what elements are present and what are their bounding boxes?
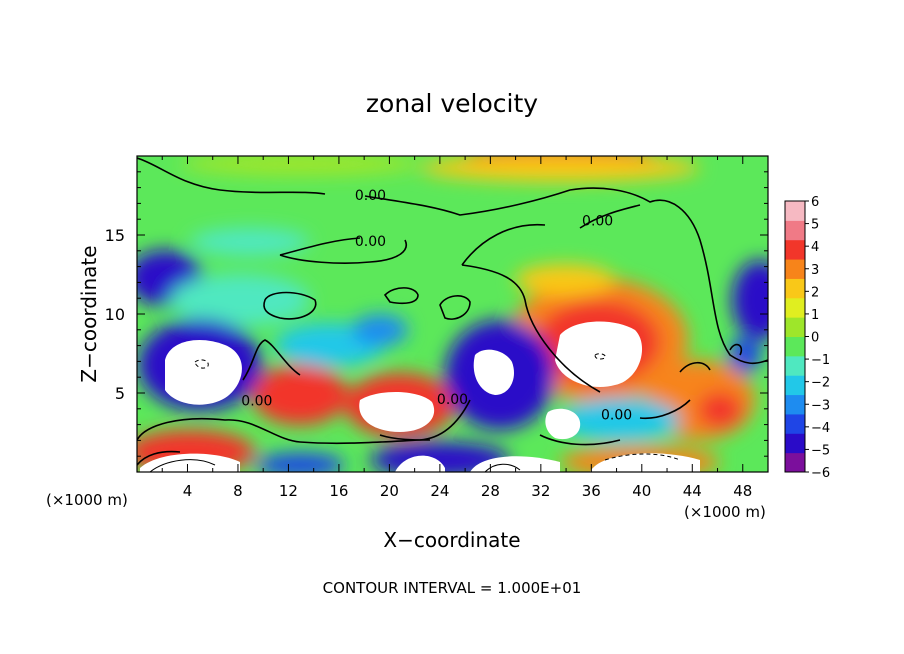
x-tick-label: 28 bbox=[481, 482, 500, 500]
colorbar-segment bbox=[785, 394, 805, 415]
contour-label: 0.00 bbox=[601, 408, 632, 424]
x-tick-label: 16 bbox=[329, 482, 348, 500]
contour-label: 0.00 bbox=[582, 213, 613, 229]
colorbar: 6 5 4 3 2 1 0 −1 −2 −3 −4 −5 −6 bbox=[784, 195, 830, 481]
colorbar-segment bbox=[785, 375, 805, 396]
y-axis: 5 10 15 bbox=[105, 171, 768, 457]
colorbar-label: 6 bbox=[811, 195, 819, 210]
contour-label: 0.00 bbox=[241, 393, 272, 409]
colorbar-label: −1 bbox=[811, 353, 830, 368]
colorbar-segment bbox=[785, 433, 805, 454]
colorbar-label: −3 bbox=[811, 398, 830, 413]
colorbar-segment bbox=[785, 220, 805, 241]
colorbar-segment bbox=[785, 201, 805, 221]
colorbar-segment bbox=[785, 278, 805, 299]
x-tick-label: 40 bbox=[632, 482, 651, 500]
dashed-contours bbox=[194, 353, 681, 461]
colorbar-segment bbox=[785, 452, 805, 473]
colorbar-label: 0 bbox=[811, 331, 819, 346]
x-unit-left: (×1000 m) bbox=[46, 491, 128, 509]
colorbar-segment bbox=[785, 297, 805, 318]
x-axis-label: X−coordinate bbox=[383, 528, 520, 552]
zero-contours bbox=[137, 157, 768, 466]
x-tick-label: 24 bbox=[430, 482, 449, 500]
x-tick-label: 36 bbox=[582, 482, 601, 500]
y-axis-label: Z−coordinate bbox=[77, 245, 101, 382]
colorbar-segment bbox=[785, 413, 805, 434]
colorbar-segment bbox=[785, 355, 805, 376]
contour-label: 0.00 bbox=[355, 234, 386, 250]
y-tick-label: 10 bbox=[105, 305, 125, 324]
colorbar-label: −6 bbox=[811, 466, 830, 481]
x-tick-label: 44 bbox=[683, 482, 702, 500]
colorbar-segment bbox=[785, 259, 805, 279]
colorbar-label: 5 bbox=[811, 218, 819, 233]
colorbar-label: 3 bbox=[811, 263, 819, 278]
colorbar-segment bbox=[785, 336, 805, 357]
x-axis: 4 8 12 16 20 24 28 32 36 40 44 48 bbox=[161, 156, 752, 500]
x-tick-label: 48 bbox=[733, 482, 752, 500]
x-tick-label: 8 bbox=[233, 482, 243, 500]
velocity-field bbox=[137, 156, 768, 472]
contour-label-group: 0.00 0.00 0.00 0.00 0.00 0.00 bbox=[241, 188, 632, 424]
contour-label: 0.00 bbox=[355, 188, 386, 204]
colorbar-label: 4 bbox=[811, 240, 819, 255]
x-unit-right: (×1000 m) bbox=[684, 503, 766, 521]
x-tick-label: 32 bbox=[531, 482, 550, 500]
y-tick-label: 15 bbox=[105, 226, 125, 245]
colorbar-label: −4 bbox=[811, 421, 830, 436]
colorbar-label: 1 bbox=[811, 308, 819, 323]
chart-title: zonal velocity bbox=[366, 89, 538, 118]
thin-contours bbox=[149, 459, 521, 472]
colorbar-segment bbox=[785, 317, 805, 337]
x-tick-label: 4 bbox=[183, 482, 193, 500]
colorbar-segment bbox=[785, 239, 805, 260]
contour-label: 0.00 bbox=[437, 392, 468, 408]
colorbar-label: −2 bbox=[811, 376, 830, 391]
colorbar-label: 2 bbox=[811, 285, 819, 300]
saturated-regions bbox=[140, 321, 700, 472]
colorbar-label: −5 bbox=[811, 443, 830, 458]
y-tick-label: 5 bbox=[115, 384, 125, 403]
x-tick-label: 20 bbox=[380, 482, 399, 500]
contour-interval-note: CONTOUR INTERVAL = 1.000E+01 bbox=[323, 579, 582, 597]
x-tick-label: 12 bbox=[279, 482, 298, 500]
